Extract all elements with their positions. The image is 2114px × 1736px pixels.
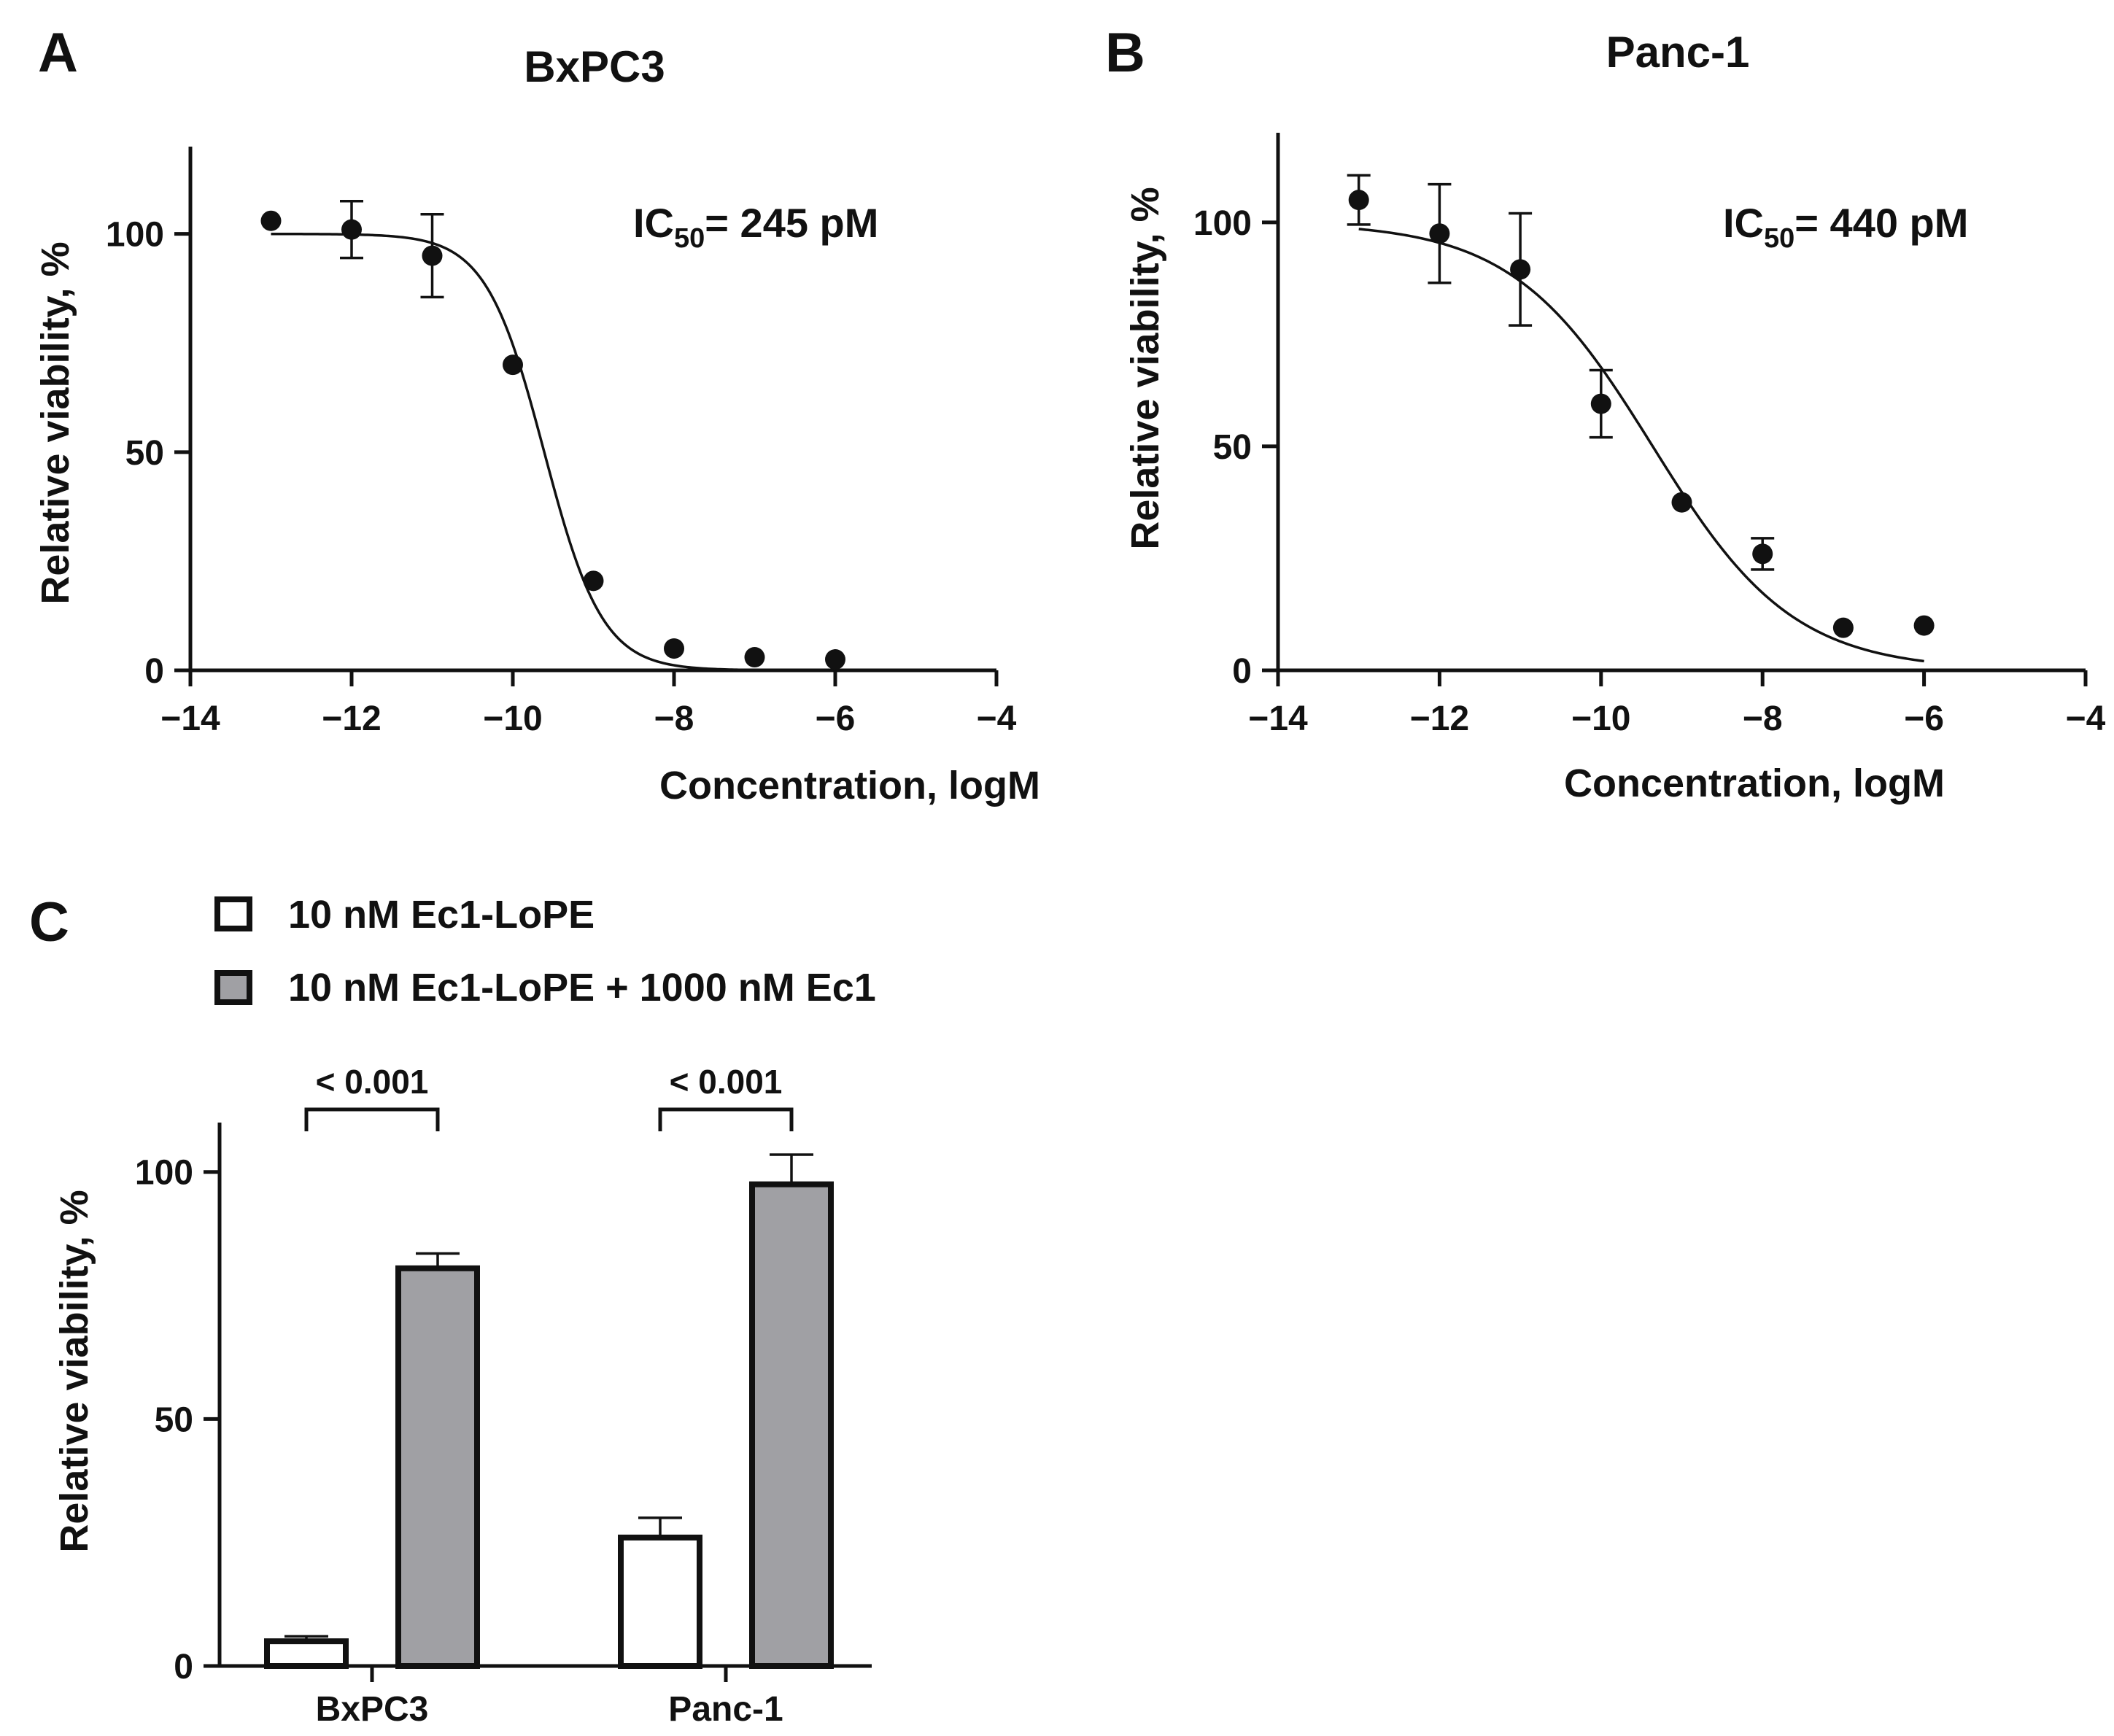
panel-a-y-tick-label: 50 <box>125 434 164 473</box>
panel-a-x-axis-label: Concentration, logM <box>659 764 1040 807</box>
panel-b-x-tick-label: −14 <box>1248 700 1308 738</box>
panel-c-x-tick-label: Panc-1 <box>668 1690 783 1729</box>
panel-a-data-point <box>260 210 282 231</box>
panel-c-p-value: < 0.001 <box>670 1063 783 1101</box>
panel-a-data-point <box>744 647 765 668</box>
panel-c-significance-bracket <box>304 1107 440 1131</box>
panel-a-ic50-annotation: IC50= 245 pM <box>633 200 878 254</box>
panel-c-bar <box>618 1534 702 1670</box>
panel-a-title: BxPC3 <box>524 42 665 91</box>
panel-b-data-point <box>1590 393 1611 414</box>
panel-c-bar <box>264 1638 349 1670</box>
panel-letter-b: B <box>1105 22 1145 84</box>
panel-b-ic50-annotation: IC50= 440 pM <box>1723 200 1968 254</box>
panel-b-data-point <box>1832 617 1854 638</box>
panel-c-y-axis-label: Relative viability, % <box>53 1190 96 1552</box>
panel-a-plot: −14 −12 −10 −8 −6 −4 0 50 100 <box>106 147 1017 738</box>
panel-c: C 10 nM Ec1-LoPE 10 nM Ec1-LoPE + 1000 n… <box>29 891 876 1729</box>
legend-label-ec1-lope-plus-ec1: 10 nM Ec1-LoPE + 1000 nM Ec1 <box>288 966 876 1010</box>
panel-a-x-tick-label: −6 <box>816 700 856 738</box>
panel-b-data-point <box>1671 492 1692 513</box>
panel-a-x-tick-label: −8 <box>654 700 694 738</box>
legend-label-ec1-lope: 10 nM Ec1-LoPE <box>288 893 595 937</box>
panel-b-title: Panc-1 <box>1606 28 1750 77</box>
panel-a-data-point <box>341 219 362 240</box>
panel-b-x-tick-label: −6 <box>1904 700 1944 738</box>
panel-a-y-tick-label: 0 <box>144 652 164 691</box>
panel-b-y-axis-label: Relative viability, % <box>1123 187 1167 549</box>
panel-c-y-tick-label: 0 <box>174 1648 193 1686</box>
panel-b-y-tick-label: 0 <box>1232 652 1252 691</box>
panel-a: A BxPC3 IC50= 245 pM Concentration, logM… <box>34 22 1040 807</box>
panel-a-x-tick-label: −12 <box>322 700 381 738</box>
panel-a-y-axis-label: Relative viability, % <box>34 241 77 604</box>
panel-a-x-tick-label: −14 <box>160 700 220 738</box>
panel-b-x-axis-label: Concentration, logM <box>1564 762 1945 805</box>
panel-b-data-point <box>1752 543 1773 565</box>
panel-c-p-value: < 0.001 <box>316 1063 429 1101</box>
panel-b-data-point <box>1913 615 1935 636</box>
panel-b-fit-curve <box>1358 228 1924 663</box>
panel-letter-c: C <box>29 891 69 953</box>
panel-b-x-tick-label: −4 <box>2066 700 2106 738</box>
panel-a-y-tick-label: 100 <box>106 216 164 255</box>
legend-swatch-ec1-lope <box>214 896 252 931</box>
panel-b-x-tick-label: −12 <box>1410 700 1469 738</box>
legend-swatch-ec1-lope-plus-ec1 <box>214 970 252 1005</box>
panel-a-data-point <box>583 570 604 592</box>
panel-a-data-point <box>422 245 443 266</box>
panel-letter-a: A <box>38 22 78 84</box>
panel-b-y-tick-label: 50 <box>1213 428 1252 467</box>
panel-c-bar <box>395 1265 480 1669</box>
panel-b-data-point <box>1348 190 1369 211</box>
legend: 10 nM Ec1-LoPE 10 nM Ec1-LoPE + 1000 nM … <box>214 893 876 1010</box>
panel-b-x-tick-label: −10 <box>1571 700 1630 738</box>
panel-c-plot: 0 50 100 BxPC3 < 0.001 Panc-1 < 0.001 <box>135 1063 872 1729</box>
panel-b-data-point <box>1510 259 1531 280</box>
panel-c-x-tick-label: BxPC3 <box>316 1690 429 1729</box>
panel-a-x-tick-label: −10 <box>483 700 542 738</box>
panel-a-data-point <box>825 649 845 670</box>
panel-b-y-tick-label: 100 <box>1193 204 1252 243</box>
panel-c-bar <box>749 1181 834 1669</box>
panel-a-data-point <box>503 354 523 376</box>
panel-a-data-point <box>664 638 684 659</box>
panel-b-plot: −14 −12 −10 −8 −6 −4 0 50 100 <box>1193 133 2106 738</box>
panel-b-x-tick-label: −8 <box>1743 700 1783 738</box>
panel-c-significance-bracket <box>658 1107 794 1131</box>
panel-a-fit-curve <box>271 232 835 672</box>
panel-c-y-tick-label: 100 <box>135 1154 193 1193</box>
panel-b: B Panc-1 IC50= 440 pM Concentration, log… <box>1105 22 2106 805</box>
panel-a-x-tick-label: −4 <box>977 700 1017 738</box>
panel-c-y-tick-label: 50 <box>155 1400 193 1439</box>
panel-b-data-point <box>1429 223 1450 244</box>
